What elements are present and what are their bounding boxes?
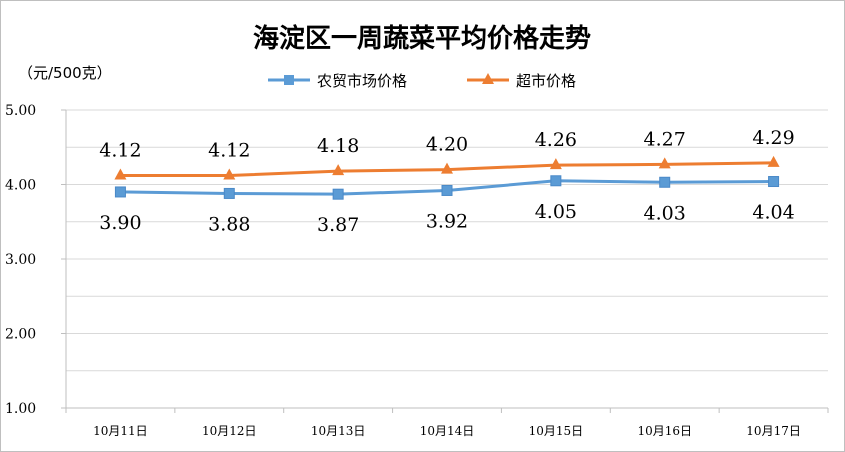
data-point [223,168,236,180]
gridlines [66,109,828,372]
data-point [114,168,127,180]
data-label: 4.05 [535,201,577,223]
data-point [332,164,345,176]
data-label: 3.88 [208,213,250,235]
data-label: 4.03 [644,202,686,224]
data-label: 4.18 [317,135,359,157]
data-point [767,155,780,167]
data-point [114,186,126,198]
data-label: 4.20 [426,134,468,156]
data-point [549,158,562,170]
y-tick-label: 4.00 [5,178,36,194]
legend: 农贸市场价格 超市价格 [268,72,576,90]
y-tick-label: 5.00 [5,103,36,119]
x-tick-label: 10月12日 [202,424,257,438]
chart-title: 海淀区一周蔬菜平均价格走势 [253,23,591,54]
data-point [441,162,453,174]
x-tick-label: 10月15日 [529,424,584,438]
y-tick-label: 3.00 [5,252,36,268]
data-point [332,188,344,200]
data-point [658,157,671,169]
x-tick-label: 10月14日 [420,424,475,438]
data-label: 4.27 [644,128,686,150]
series-group [114,155,780,200]
data-point [223,187,235,199]
legend-marker [482,73,494,84]
y-tick-label: 1.00 [5,401,36,417]
data-label: 3.92 [426,210,468,232]
y-tick-label: 2.00 [5,327,36,343]
data-label: 4.26 [535,129,577,151]
data-point [441,184,453,196]
data-label: 4.04 [752,202,794,224]
x-axis-ticks: 10月11日 10月12日 10月13日 10月14日 10月15日 10月16日 10月1… [65,408,829,438]
data-point [768,176,780,188]
legend-marker [284,75,294,85]
data-label: 4.12 [99,140,141,162]
y-axis-unit-label: （元/500克） [18,64,112,82]
data-label: 4.29 [752,127,794,149]
x-tick-label: 10月17日 [746,424,801,438]
data-point [659,176,671,188]
x-tick-label: 10月13日 [311,424,366,438]
data-labels: 3.90 3.88 3.87 3.92 4.05 4.03 4.04 4.12 4.12 4.18… [99,127,794,236]
data-label: 4.12 [208,140,250,162]
legend-label: 超市价格 [516,72,576,90]
data-label: 3.87 [317,214,359,236]
x-tick-label: 10月16日 [637,424,692,438]
data-point [550,175,562,187]
data-label: 3.90 [99,212,141,234]
legend-label: 农贸市场价格 [317,72,407,90]
y-axis-ticks: 1.00 2.00 3.00 4.00 5.00 [5,103,66,417]
x-tick-label: 10月11日 [93,424,148,438]
